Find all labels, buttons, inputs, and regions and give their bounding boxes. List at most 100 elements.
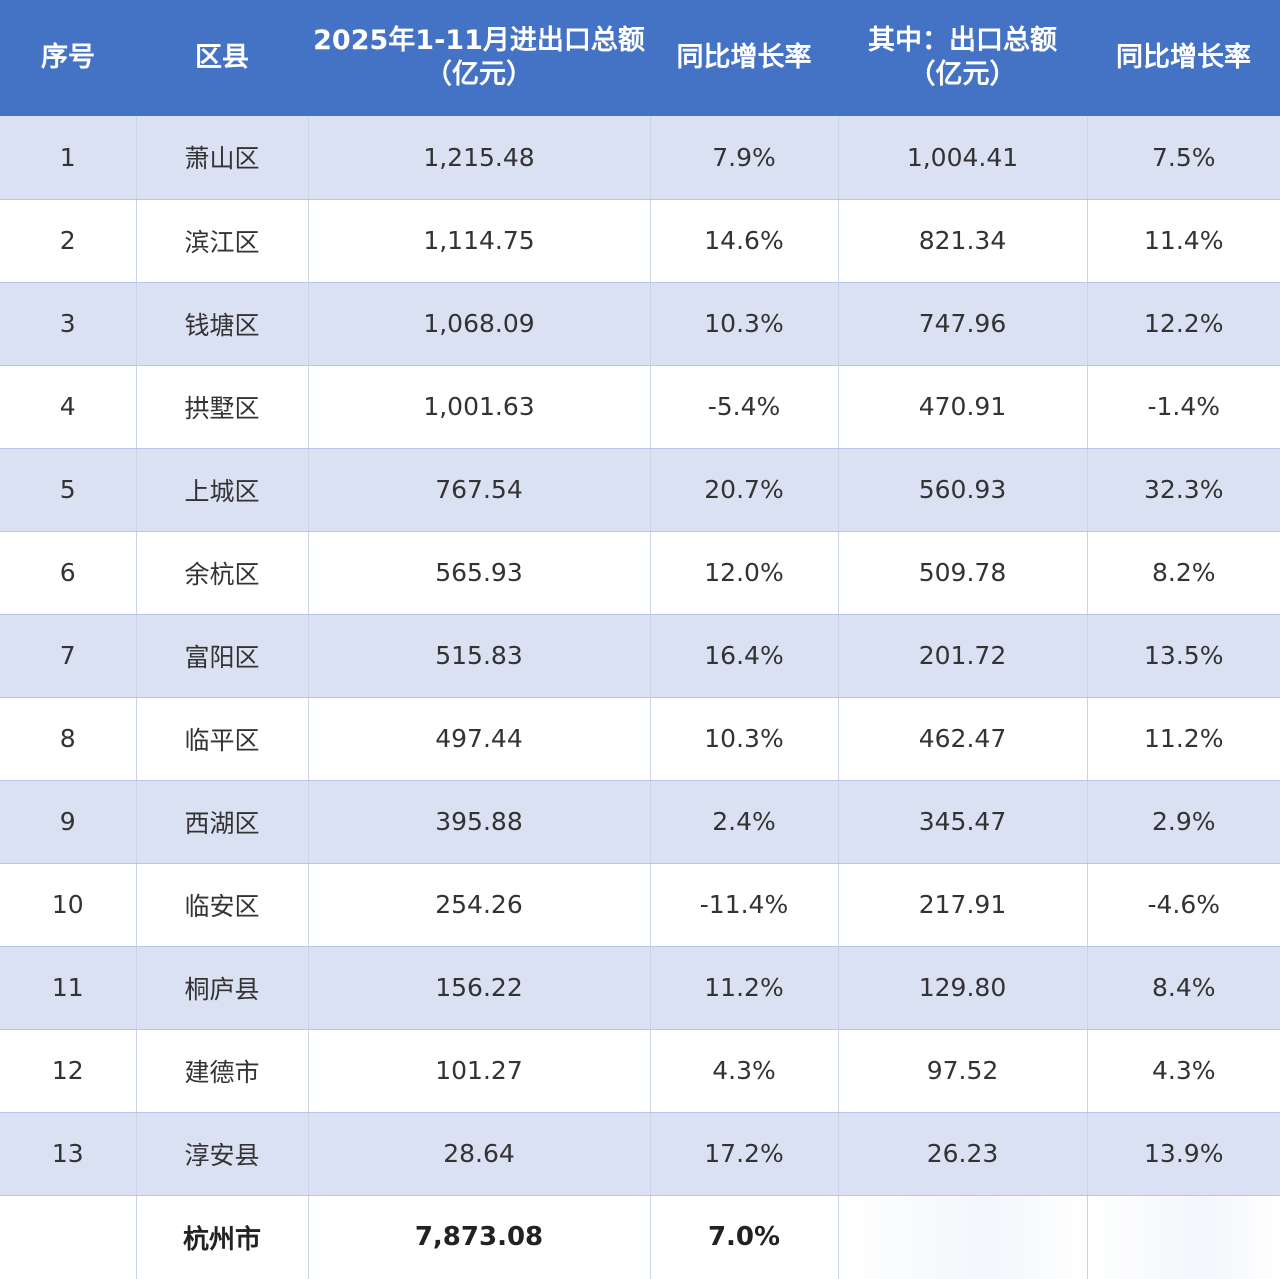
table-row: 13 淳安县 28.64 17.2% 26.23 13.9% xyxy=(0,1112,1280,1196)
header-total: 2025年1-11月进出口总额 （亿元） xyxy=(308,0,650,116)
export-yoy-cell: 8.2% xyxy=(1086,531,1280,615)
total-cell: 1,114.75 xyxy=(307,199,650,283)
header-district: 区县 xyxy=(136,0,308,116)
export-yoy-cell: 11.4% xyxy=(1086,199,1280,283)
export-cell: 345.47 xyxy=(837,780,1087,864)
total-yoy-cell: -11.4% xyxy=(649,863,838,947)
total-yoy-cell: 20.7% xyxy=(649,448,838,532)
district-cell: 西湖区 xyxy=(135,780,308,864)
total-cell: 1,068.09 xyxy=(307,282,650,366)
export-yoy-cell: 13.5% xyxy=(1086,614,1280,698)
export-cell: 1,004.41 xyxy=(837,116,1087,200)
total-cell: 767.54 xyxy=(307,448,650,532)
header-export: 其中：出口总额 （亿元） xyxy=(838,0,1087,116)
table-row: 2 滨江区 1,114.75 14.6% 821.34 11.4% xyxy=(0,199,1280,283)
export-yoy-cell: 13.9% xyxy=(1086,1112,1280,1196)
export-cell: 26.23 xyxy=(837,1112,1087,1196)
district-cell: 拱墅区 xyxy=(135,365,308,449)
rank-cell: 11 xyxy=(0,946,136,1030)
district-cell: 淳安县 xyxy=(135,1112,308,1196)
header-export-yoy: 同比增长率 xyxy=(1087,0,1280,116)
table-footer: 杭州市 7,873.08 7.0% xyxy=(0,1195,1280,1279)
header-rank-label: 序号 xyxy=(41,42,95,73)
total-yoy-cell: 17.2% xyxy=(649,1112,838,1196)
header-total-yoy: 同比增长率 xyxy=(650,0,838,116)
table-row: 8 临平区 497.44 10.3% 462.47 11.2% xyxy=(0,697,1280,781)
export-cell: 217.91 xyxy=(837,863,1087,947)
table-row: 1 萧山区 1,215.48 7.9% 1,004.41 7.5% xyxy=(0,116,1280,200)
export-cell: 509.78 xyxy=(837,531,1087,615)
rank-cell: 8 xyxy=(0,697,136,781)
total-cell: 28.64 xyxy=(307,1112,650,1196)
total-cell: 565.93 xyxy=(307,531,650,615)
rank-cell: 10 xyxy=(0,863,136,947)
export-cell: 97.52 xyxy=(837,1029,1087,1113)
export-yoy-cell: 8.4% xyxy=(1086,946,1280,1030)
district-cell: 余杭区 xyxy=(135,531,308,615)
table-row: 7 富阳区 515.83 16.4% 201.72 13.5% xyxy=(0,614,1280,698)
table-row: 11 桐庐县 156.22 11.2% 129.80 8.4% xyxy=(0,946,1280,1030)
table-body: 1 萧山区 1,215.48 7.9% 1,004.41 7.5% 2 滨江区 1,114.75… xyxy=(0,116,1280,1196)
header-export-line1: 其中：出口总额 xyxy=(868,25,1057,56)
export-cell: 747.96 xyxy=(837,282,1087,366)
total-yoy-cell: 10.3% xyxy=(649,697,838,781)
total-yoy-cell: 4.3% xyxy=(649,1029,838,1113)
export-cell: 462.47 xyxy=(837,697,1087,781)
table-row: 3 钱塘区 1,068.09 10.3% 747.96 12.2% xyxy=(0,282,1280,366)
rank-cell: 5 xyxy=(0,448,136,532)
total-row: 杭州市 7,873.08 7.0% xyxy=(0,1195,1280,1279)
total-yoy-cell: 14.6% xyxy=(649,199,838,283)
total-cell: 156.22 xyxy=(307,946,650,1030)
export-yoy-cell: -4.6% xyxy=(1086,863,1280,947)
total-cell: 254.26 xyxy=(307,863,650,947)
total-cell: 395.88 xyxy=(307,780,650,864)
district-cell: 滨江区 xyxy=(135,199,308,283)
total-cell: 515.83 xyxy=(307,614,650,698)
table-row: 6 余杭区 565.93 12.0% 509.78 8.2% xyxy=(0,531,1280,615)
export-cell: 129.80 xyxy=(837,946,1087,1030)
table-row: 10 临安区 254.26 -11.4% 217.91 -4.6% xyxy=(0,863,1280,947)
district-cell: 临平区 xyxy=(135,697,308,781)
total-amount-cell: 7,873.08 xyxy=(307,1195,650,1279)
total-export-yoy-cell xyxy=(1086,1195,1280,1279)
header-total-yoy-label: 同比增长率 xyxy=(676,42,812,73)
export-yoy-cell: -1.4% xyxy=(1086,365,1280,449)
header-district-label: 区县 xyxy=(195,42,249,73)
export-yoy-cell: 2.9% xyxy=(1086,780,1280,864)
total-yoy-cell: 12.0% xyxy=(649,531,838,615)
total-rank-cell xyxy=(0,1195,136,1279)
total-yoy-cell: 16.4% xyxy=(649,614,838,698)
header-rank: 序号 xyxy=(0,0,136,116)
table-row: 9 西湖区 395.88 2.4% 345.47 2.9% xyxy=(0,780,1280,864)
rank-cell: 6 xyxy=(0,531,136,615)
total-yoy-cell: 10.3% xyxy=(649,282,838,366)
table-row: 5 上城区 767.54 20.7% 560.93 32.3% xyxy=(0,448,1280,532)
export-cell: 470.91 xyxy=(837,365,1087,449)
table-header: 序号 区县 2025年1-11月进出口总额 （亿元） 同比增长率 其中：出口总额… xyxy=(0,0,1280,116)
export-yoy-cell: 7.5% xyxy=(1086,116,1280,200)
table-row: 12 建德市 101.27 4.3% 97.52 4.3% xyxy=(0,1029,1280,1113)
rank-cell: 3 xyxy=(0,282,136,366)
export-yoy-cell: 32.3% xyxy=(1086,448,1280,532)
total-yoy-cell: 2.4% xyxy=(649,780,838,864)
district-cell: 上城区 xyxy=(135,448,308,532)
export-cell: 821.34 xyxy=(837,199,1087,283)
total-yoy-cell: 11.2% xyxy=(649,946,838,1030)
district-cell: 临安区 xyxy=(135,863,308,947)
header-export-line2: （亿元） xyxy=(908,59,1017,90)
table-row: 4 拱墅区 1,001.63 -5.4% 470.91 -1.4% xyxy=(0,365,1280,449)
export-yoy-cell: 12.2% xyxy=(1086,282,1280,366)
rank-cell: 12 xyxy=(0,1029,136,1113)
total-yoy-cell: 7.9% xyxy=(649,116,838,200)
total-cell: 1,215.48 xyxy=(307,116,650,200)
district-cell: 萧山区 xyxy=(135,116,308,200)
total-yoy-cell: -5.4% xyxy=(649,365,838,449)
total-cell: 497.44 xyxy=(307,697,650,781)
district-cell: 富阳区 xyxy=(135,614,308,698)
header-total-line2: （亿元） xyxy=(425,59,533,90)
export-yoy-cell: 4.3% xyxy=(1086,1029,1280,1113)
export-cell: 560.93 xyxy=(837,448,1087,532)
district-cell: 钱塘区 xyxy=(135,282,308,366)
rank-cell: 13 xyxy=(0,1112,136,1196)
